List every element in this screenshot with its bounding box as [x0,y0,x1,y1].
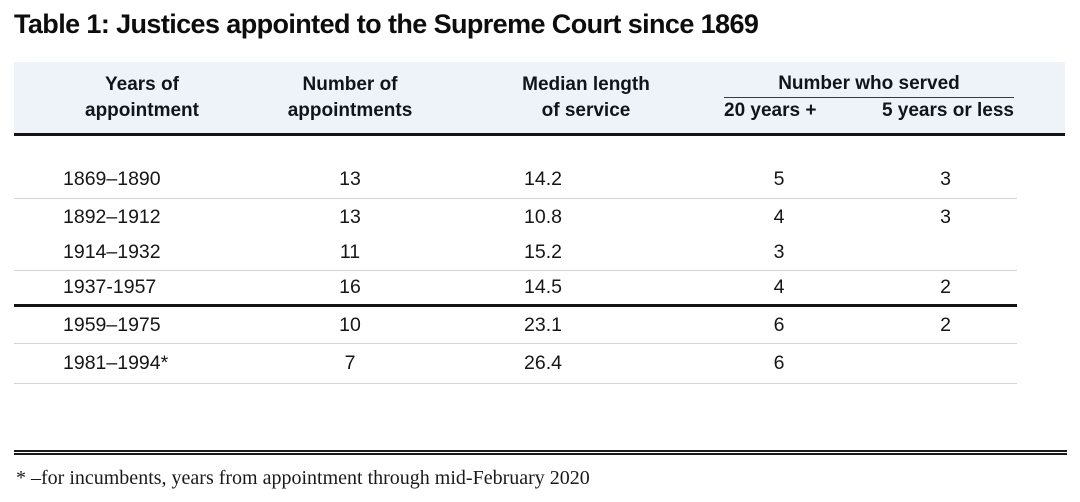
col-header-median-line2: of service [541,99,631,121]
cell-years: 1937-1957 [63,276,157,298]
cell-served-5: 2 [940,276,951,298]
cell-served-5: 3 [940,168,951,190]
cell-served-20: 6 [773,313,785,336]
cell-served-20: 5 [773,168,785,190]
cell-years: 1914–1932 [63,241,161,263]
footnote-rule [14,450,1067,455]
table-row: 1869–1890 13 14.2 5 3 [14,136,1017,199]
col-header-years-line2: appointment [85,99,199,121]
cell-appointments: 16 [339,276,361,298]
table-body: 1869–1890 13 14.2 5 3 1892–1912 13 10.8 … [14,136,1017,384]
cell-served-20: 3 [773,241,785,263]
col-header-20-years-plus: 20 years + [724,100,817,121]
cell-median: 15.2 [524,241,562,263]
col-header-median: Median length of service [450,62,664,133]
table-row: 1892–1912 13 10.8 4 3 [14,199,1017,235]
col-header-years-line1: Years of [105,73,179,95]
cell-years: 1959–1975 [63,313,161,336]
cell-appointments: 11 [339,241,361,263]
cell-median: 14.2 [524,168,562,190]
col-header-5-years-or-less: 5 years or less [881,100,1014,121]
table-header: Years of appointment Number of appointme… [14,62,1065,136]
cell-years: 1981–1994* [63,352,169,374]
cell-served-5: 2 [940,313,951,336]
cell-median: 14.5 [524,276,562,298]
cell-appointments: 13 [339,205,361,228]
col-header-appointments-line2: appointments [287,99,413,121]
group-subheaders: 20 years + 5 years or less [724,98,1014,124]
cell-median: 23.1 [524,313,562,336]
cell-appointments: 7 [344,352,356,374]
footnote: * –for incumbents, years from appointmen… [16,467,590,489]
cell-years: 1869–1890 [63,168,161,190]
col-header-appointments: Number of appointments [250,62,450,133]
col-header-appointments-line1: Number of [302,73,398,95]
cell-appointments: 13 [339,168,361,190]
cell-served-5: 3 [940,205,951,228]
cell-median: 10.8 [524,205,562,228]
cell-years: 1892–1912 [63,205,161,228]
table-title: Table 1: Justices appointed to the Supre… [14,9,759,39]
group-header-label: Number who served [724,71,1014,98]
table-row: 1914–1932 11 15.2 3 [14,235,1017,271]
cell-served-20: 4 [773,205,785,228]
cell-served-20: 4 [773,276,785,298]
justices-table: Years of appointment Number of appointme… [14,62,1067,490]
col-header-years: Years of appointment [14,62,250,133]
table-row: 1937-1957 16 14.5 4 2 [14,271,1017,307]
header-spacer [1014,62,1065,133]
col-header-median-line1: Median length [522,73,650,95]
cell-appointments: 10 [339,313,361,336]
cell-served-20: 6 [773,352,785,374]
cell-median: 26.4 [524,352,562,374]
table-row: 1981–1994* 7 26.4 6 [14,344,1017,384]
table-row: 1959–1975 10 23.1 6 2 [14,307,1017,344]
col-group-number-who-served: Number who served 20 years + 5 years or … [664,62,1014,133]
